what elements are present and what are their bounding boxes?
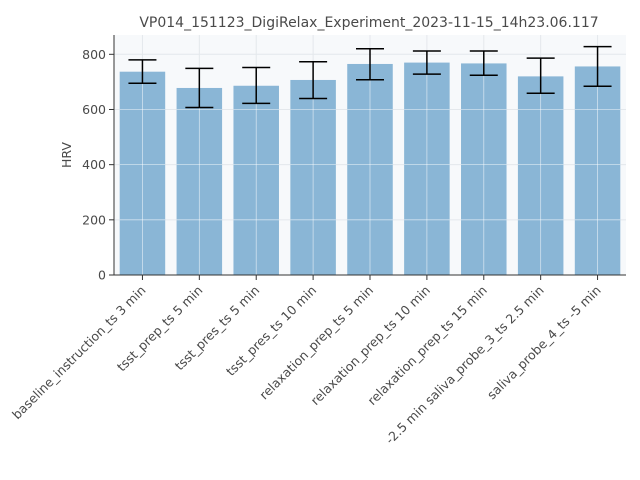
y-tick-label: 400: [82, 157, 106, 172]
y-axis-label: HRV: [59, 142, 74, 168]
y-tick-label: 600: [82, 102, 106, 117]
x-tick-label: relaxation_prep_ts 5 min: [256, 283, 376, 403]
y-tick-label: 0: [98, 268, 106, 283]
y-tick-label: 800: [82, 47, 106, 62]
y-ticks: 0 200 400 600 800: [82, 47, 114, 283]
bars: [119, 62, 621, 276]
chart-title: VP014_151123_DigiRelax_Experiment_2023-1…: [139, 15, 598, 31]
x-tick-label: saliva_probe_4_ts -5 min: [484, 283, 604, 403]
y-tick-label: 200: [82, 212, 106, 227]
error-bars: [128, 45, 612, 109]
x-ticks: baseline_instruction_ts 3 mintsst_prep_t…: [9, 275, 604, 447]
x-tick-label: relaxation_prep_ts 15 min: [364, 283, 489, 408]
x-tick-label: relaxation_prep_ts 10 min: [308, 283, 433, 408]
